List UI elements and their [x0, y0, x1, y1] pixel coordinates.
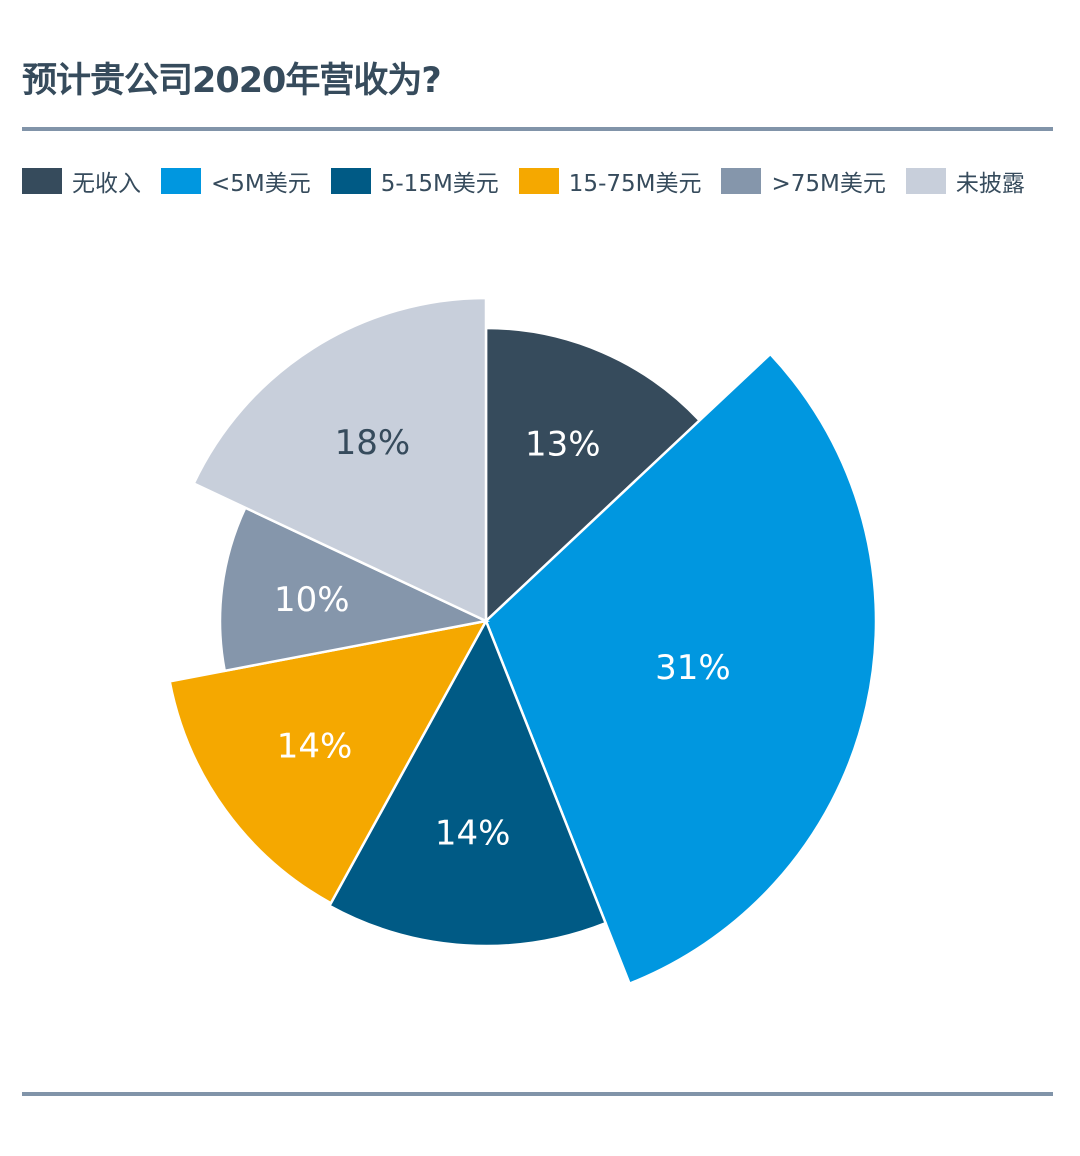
legend: 无收入 <5M美元 5-15M美元 15-75M美元 >75M美元 未披露 — [22, 164, 1045, 198]
pie-slice — [218, 506, 491, 673]
legend-label: 未披露 — [955, 171, 1025, 197]
legend-item: 未披露 — [905, 164, 1025, 198]
legend-item: >75M美元 — [721, 164, 886, 198]
top-divider — [22, 127, 1053, 131]
pie-slice — [484, 326, 702, 624]
data-label: 18% — [335, 423, 411, 463]
data-label: 14% — [435, 814, 511, 854]
legend-label: >75M美元 — [771, 171, 886, 197]
pie-slice — [484, 352, 878, 986]
legend-swatch — [22, 168, 62, 194]
pie-slice — [192, 296, 488, 623]
legend-swatch — [905, 168, 946, 194]
data-label: 13% — [525, 425, 601, 465]
legend-swatch — [518, 168, 559, 194]
legend-label: 无收入 — [72, 171, 141, 197]
legend-swatch — [330, 168, 371, 194]
legend-item: 15-75M美元 — [518, 164, 702, 198]
legend-label: 5-15M美元 — [380, 171, 499, 197]
pie-slice — [168, 619, 489, 905]
data-label: 14% — [277, 727, 353, 767]
legend-swatch — [721, 168, 762, 194]
data-label: 31% — [655, 648, 731, 688]
legend-item: <5M美元 — [161, 164, 311, 198]
bottom-divider — [22, 1092, 1053, 1096]
legend-label: 15-75M美元 — [568, 171, 702, 197]
legend-item: 5-15M美元 — [330, 164, 499, 198]
chart-title: 预计贵公司2020年营收为? — [22, 61, 442, 101]
legend-label: <5M美元 — [211, 171, 311, 197]
legend-swatch — [161, 168, 201, 194]
pie-slice — [327, 618, 608, 948]
data-label: 10% — [274, 580, 350, 620]
legend-item: 无收入 — [22, 164, 141, 198]
